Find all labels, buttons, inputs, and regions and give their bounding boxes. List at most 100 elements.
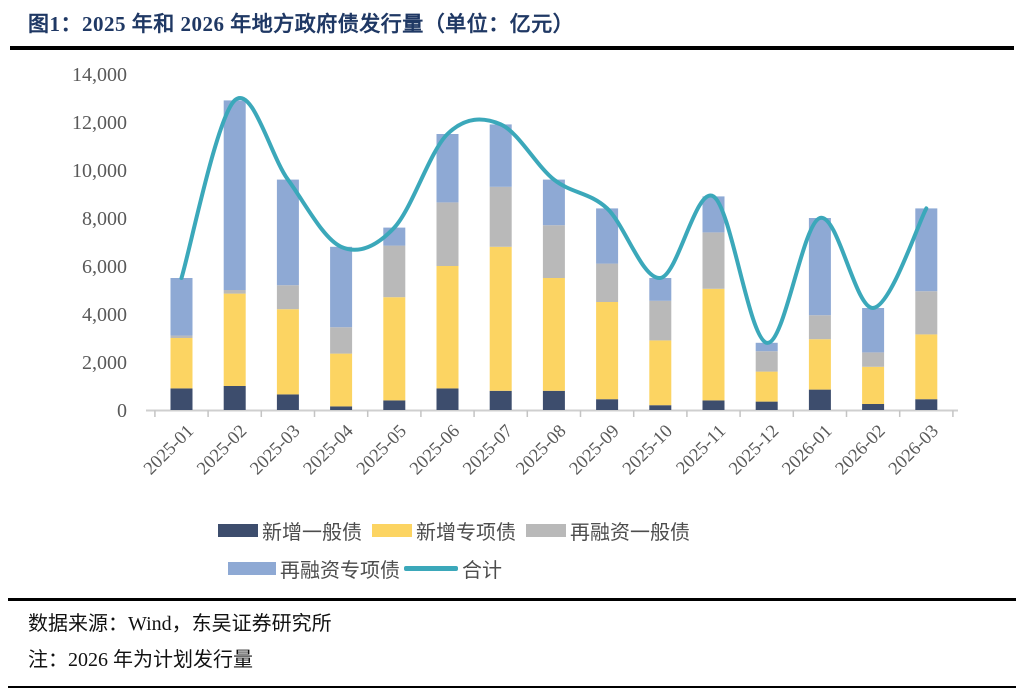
bar-segment [702,232,725,289]
y-axis-tick-label: 2,000 [82,352,127,374]
bar-segment [170,338,193,389]
bar-segment [596,399,619,410]
legend-item-refi-special: 再融资专项债 [228,554,400,583]
x-axis-tick-label: 2025-03 [247,421,305,479]
legend-label: 再融资一般债 [570,521,690,544]
x-axis-tick-label: 2025-01 [140,421,198,479]
bar-segment [542,179,565,226]
legend-row-2: 再融资专项债 合计 [0,554,1024,583]
bar-segment [596,302,619,400]
bar-segment [649,300,672,341]
y-axis-tick-label: 14,000 [72,64,127,86]
bar-segment [276,394,299,410]
bar-segment [330,406,353,410]
bar-segment [755,351,778,372]
legend-item-new-special: 新增专项债 [372,516,516,545]
bar-segment [862,308,885,353]
bar-segment [808,339,831,390]
x-axis-tick-label: 2025-10 [619,421,677,479]
bar-segment [383,400,406,410]
bar-segment [330,327,353,354]
bar-segment [383,245,406,298]
x-axis-tick-label: 2025-02 [193,421,251,479]
bar-segment [702,288,725,401]
bar-segment [862,352,885,367]
bar-segment [276,285,299,310]
title-divider [10,46,1014,50]
legend-label: 新增专项债 [416,521,516,544]
bar-segment [702,196,725,233]
bar-segment [489,124,512,187]
x-axis-tick-label: 2025-06 [406,421,464,479]
figure-title: 图1：2025 年和 2026 年地方政府债发行量（单位：亿元） [28,12,575,36]
bar-segment [915,291,938,335]
bar-segment [276,309,299,395]
bar-segment [170,335,193,338]
y-axis-tick-label: 10,000 [72,160,127,182]
legend-label: 新增一般债 [262,521,362,544]
bar-segment [915,399,938,410]
bar-segment [862,404,885,410]
bottom-divider [8,686,1016,688]
legend-item-total: 合计 [404,554,502,583]
bar-segment [223,290,246,294]
footer-note-text: 注：2026 年为计划发行量 [28,649,253,671]
bar-segment [808,218,831,316]
bar-segment [489,186,512,247]
bar-segment [223,386,246,410]
gray-swatch-icon [526,523,566,537]
bar-segment [542,278,565,391]
bar-segment [862,366,885,404]
y-axis-tick-label: 4,000 [82,304,127,326]
chart-area: 0 2,000 4,000 6,000 8,000 10,000 12,000 14,000 2… [0,55,1024,513]
total-line [179,96,929,345]
bar-segment [755,342,778,352]
bar-segment [223,100,246,291]
y-axis-tick-label: 12,000 [72,112,127,134]
y-axis-tick-label: 8,000 [82,208,127,230]
bar-segment [436,388,459,410]
bar-segment [489,246,512,391]
legend-label: 再融资专项债 [280,559,400,582]
x-axis-tick-label: 2026-03 [885,421,943,479]
y-axis-tick-label: 0 [117,400,127,422]
bar-segment [808,315,831,340]
navy-swatch-icon [218,523,258,537]
bar-segment [436,134,459,203]
x-axis-tick-label: 2025-09 [566,421,624,479]
bar-segment [915,208,938,292]
legend-row-1: 新增一般债 新增专项债 再融资一般债 [0,516,1024,545]
x-axis-tick-label: 2026-02 [832,421,890,479]
x-axis-tick-label: 2025-05 [353,421,411,479]
teal-line-swatch-icon [404,565,458,571]
x-axis-tick-label: 2025-04 [300,421,358,479]
bond-issuance-chart: 0 2,000 4,000 6,000 8,000 10,000 12,000 14,000 2… [72,64,958,479]
bar-segment [223,293,246,386]
bar-segment [755,401,778,410]
bar-segment [436,266,459,389]
legend-label: 合计 [462,559,502,582]
legend-item-new-general: 新增一般债 [218,516,362,545]
bar-segment [808,389,831,410]
bar-segment [170,278,193,336]
legend-item-refi-general: 再融资一般债 [526,516,690,545]
bar-segment [755,371,778,402]
footer-divider [8,598,1016,601]
bar-segment [383,297,406,401]
bar-segment [542,390,565,410]
bar-segment [276,179,299,286]
yellow-swatch-icon [372,523,412,537]
x-axis-tick-label: 2026-01 [779,421,837,479]
bar-segment [542,225,565,278]
chart-legend: 新增一般债 新增专项债 再融资一般债 再融资专项债 合计 [0,516,1024,583]
bar-segment [170,388,193,410]
x-axis-tick-label: 2025-07 [459,421,517,479]
bar-segment [915,334,938,400]
bar-segment [596,208,619,264]
bar-segment [702,400,725,410]
y-axis-tick-label: 6,000 [82,256,127,278]
bar-segment [489,390,512,410]
x-axis-tick-label: 2025-12 [725,421,783,479]
bar-segment [330,246,353,328]
